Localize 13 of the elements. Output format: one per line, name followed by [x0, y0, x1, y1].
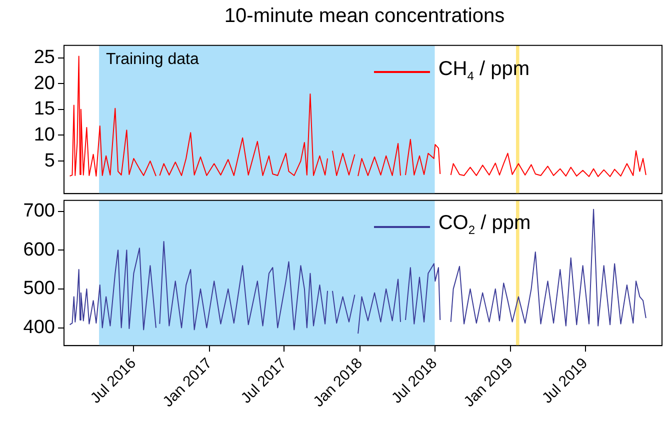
- legend-label: CH$_{4}$ / ppm: [438, 56, 530, 85]
- legend-label: CO$_{2}$ / ppm: [438, 211, 531, 240]
- y-tick-label: 700: [23, 200, 55, 222]
- y-tick-label: 10: [34, 124, 55, 146]
- y-tick-label: 5: [44, 150, 55, 171]
- y-tick-label: 400: [23, 316, 55, 338]
- y-tick-label: 20: [34, 72, 55, 94]
- chart-title: 10-minute mean concentrations: [223, 4, 506, 29]
- y-tick-label: 15: [34, 98, 55, 120]
- y-tick-label: 25: [34, 46, 55, 68]
- band-label: Training data: [106, 50, 199, 68]
- y-tick-label: 500: [23, 278, 55, 299]
- y-tick-label: 600: [23, 238, 55, 260]
